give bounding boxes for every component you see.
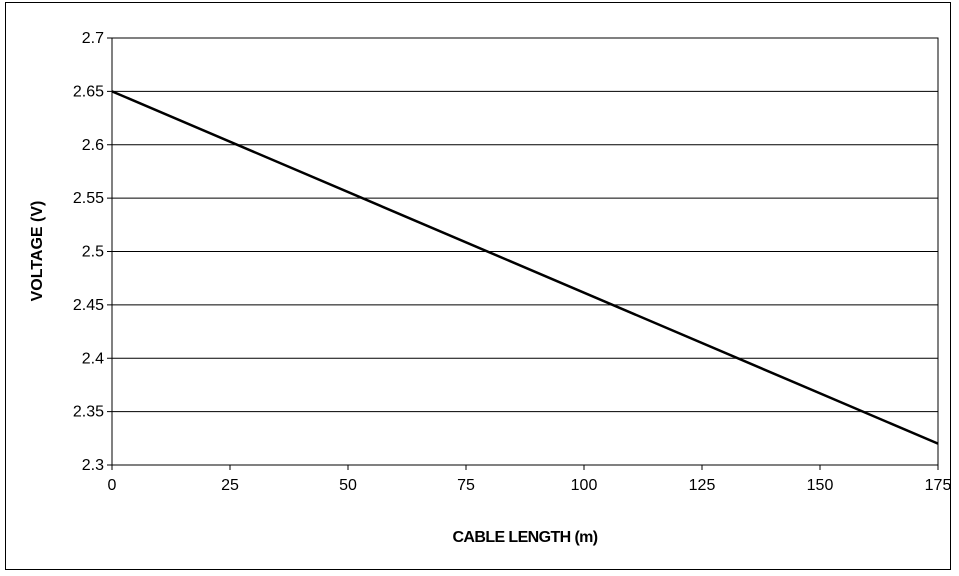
y-tick-label: 2.65 [73,83,104,100]
y-axis-ticks: 2.3 2.35 2.4 2.45 2.5 2.55 2.6 2.65 2.7 [73,30,112,474]
x-tick-label: 150 [807,477,834,494]
y-tick-label: 2.3 [82,457,104,474]
y-tick-label: 2.5 [82,244,104,261]
y-tick-label: 2.45 [73,297,104,314]
x-tick-label: 125 [689,477,716,494]
x-axis-ticks: 0 25 50 75 100 125 150 175 [108,465,952,494]
series-layer [111,90,939,445]
y-tick-label: 2.7 [82,30,104,47]
y-tick-label: 2.6 [82,137,104,154]
y-axis-title: VOLTAGE (V) [29,201,46,302]
x-tick-label: 50 [339,477,357,494]
y-tick-label: 2.35 [73,404,104,421]
x-tick-label: 75 [457,477,475,494]
x-tick-label: 100 [571,477,598,494]
x-tick-label: 175 [925,477,952,494]
x-axis-title: CABLE LENGTH (m) [452,529,597,546]
series-line-0 [111,90,939,445]
x-tick-label: 25 [221,477,239,494]
y-tick-label: 2.4 [82,350,104,367]
y-tick-label: 2.55 [73,190,104,207]
gridlines [112,37,938,466]
x-tick-label: 0 [108,477,117,494]
